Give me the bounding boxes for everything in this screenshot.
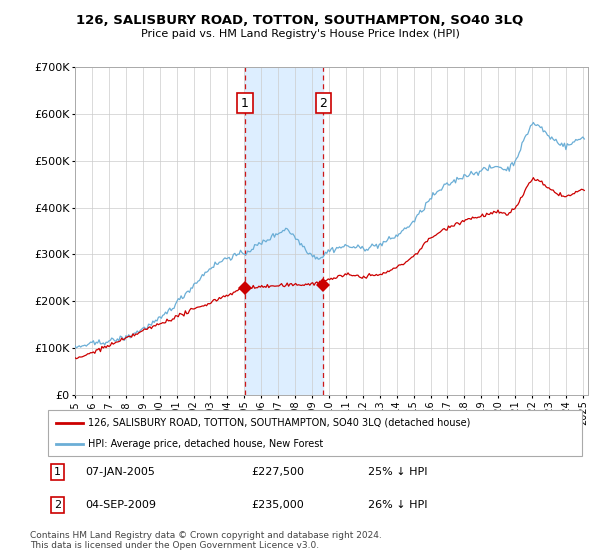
Text: 26% ↓ HPI: 26% ↓ HPI <box>368 500 428 510</box>
Text: 07-JAN-2005: 07-JAN-2005 <box>85 467 155 477</box>
Text: Price paid vs. HM Land Registry's House Price Index (HPI): Price paid vs. HM Land Registry's House … <box>140 29 460 39</box>
Text: HPI: Average price, detached house, New Forest: HPI: Average price, detached house, New … <box>88 439 323 449</box>
Text: 2: 2 <box>319 97 328 110</box>
Text: £227,500: £227,500 <box>251 467 304 477</box>
Text: Contains HM Land Registry data © Crown copyright and database right 2024.
This d: Contains HM Land Registry data © Crown c… <box>30 531 382 550</box>
Text: 04-SEP-2009: 04-SEP-2009 <box>85 500 157 510</box>
Text: 126, SALISBURY ROAD, TOTTON, SOUTHAMPTON, SO40 3LQ: 126, SALISBURY ROAD, TOTTON, SOUTHAMPTON… <box>76 14 524 27</box>
FancyBboxPatch shape <box>48 410 582 456</box>
Text: 1: 1 <box>54 467 61 477</box>
Text: 2: 2 <box>54 500 61 510</box>
Text: £235,000: £235,000 <box>251 500 304 510</box>
Bar <box>245 67 323 395</box>
Text: 126, SALISBURY ROAD, TOTTON, SOUTHAMPTON, SO40 3LQ (detached house): 126, SALISBURY ROAD, TOTTON, SOUTHAMPTON… <box>88 418 470 428</box>
Text: 1: 1 <box>241 97 249 110</box>
Text: 25% ↓ HPI: 25% ↓ HPI <box>368 467 428 477</box>
